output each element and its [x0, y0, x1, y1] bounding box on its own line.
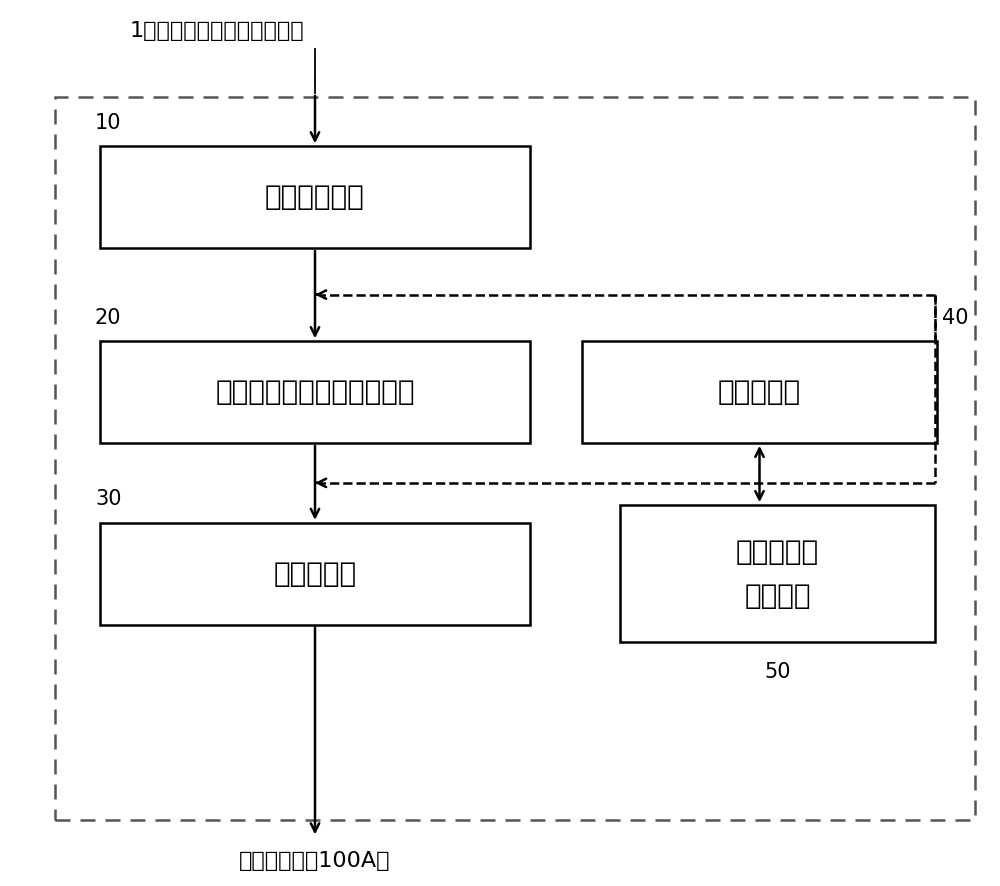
Text: 切断加工机: 切断加工机	[718, 378, 801, 406]
Text: 1：金属制圆线材用加工装置: 1：金属制圆线材用加工装置	[130, 21, 305, 41]
Bar	[100, 146, 530, 248]
Text: 弯曲加工机: 弯曲加工机	[273, 560, 357, 587]
Text: 10: 10	[95, 113, 122, 133]
Bar	[100, 341, 530, 443]
Text: 40: 40	[942, 307, 968, 328]
Text: 矫正用加工机: 矫正用加工机	[265, 183, 365, 211]
Text: 50: 50	[764, 662, 791, 682]
Text: 截面非圆形部形成用加工机: 截面非圆形部形成用加工机	[215, 378, 415, 406]
Bar	[582, 341, 937, 443]
Text: 切断加工机: 切断加工机	[736, 538, 819, 565]
Bar	[620, 505, 935, 642]
Bar	[55, 97, 975, 820]
Bar	[100, 523, 530, 625]
Text: 30: 30	[95, 489, 122, 509]
Text: （线材加工品100A）: （线材加工品100A）	[239, 851, 391, 871]
Text: 用控制部: 用控制部	[744, 582, 811, 610]
Text: 20: 20	[95, 307, 122, 328]
